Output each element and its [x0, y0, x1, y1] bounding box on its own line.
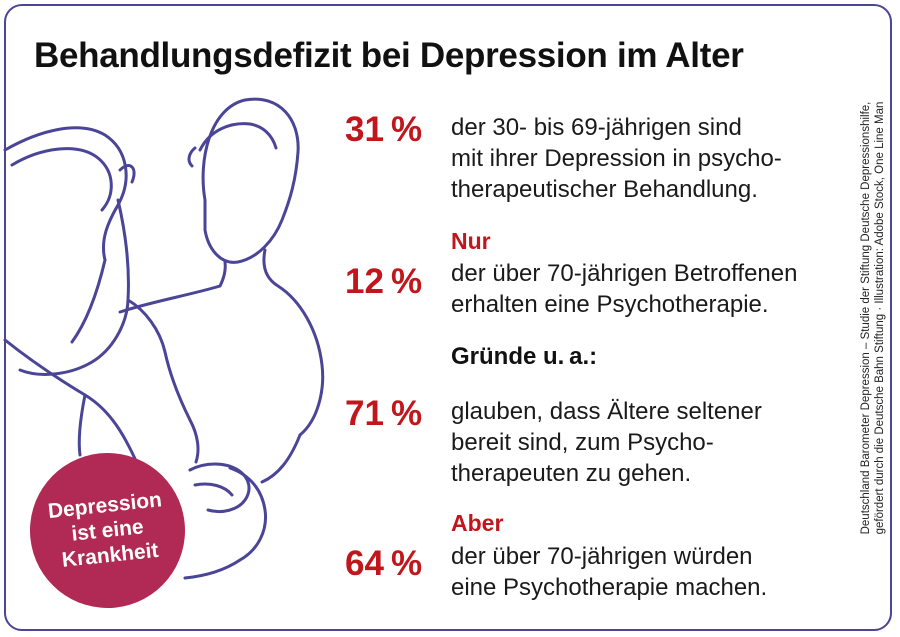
reasons-heading: Gründe u. a.:: [451, 343, 598, 370]
source-credit: Deutschland Barometer Depression – Studi…: [859, 88, 887, 548]
credit-line-1: Deutschland Barometer Depression – Studi…: [860, 101, 872, 535]
stat-percent-4: 64 %: [345, 544, 423, 583]
stat-text-3-line2: bereit sind, zum Psycho-: [451, 429, 714, 456]
stat-lead-4: Aber: [451, 510, 504, 536]
stat-text-3-line3: therapeuten zu gehen.: [451, 460, 692, 487]
stat-text-2-line1: der über 70-jährigen Betroffenen: [451, 260, 798, 287]
stat-percent-2: 12 %: [345, 262, 423, 301]
stat-text-4-line1: der über 70-jährigen würden: [451, 543, 753, 570]
stat-lead-2: Nur: [451, 228, 491, 254]
stat-percent-1: 31 %: [345, 110, 423, 149]
stat-text-1-line1: der 30- bis 69-jährigen sind: [451, 114, 742, 141]
stat-text-3-line1: glauben, dass Ältere seltener: [451, 398, 762, 425]
stat-text-4-line2: eine Psychotherapie machen.: [451, 574, 768, 601]
stat-text-2-line2: erhalten eine Psychotherapie.: [451, 291, 769, 318]
one-line-illustration: [3, 97, 325, 580]
stat-text-1-line2: mit ihrer Depression in psycho-: [451, 145, 782, 172]
credit-line-2: gefördert durch die Deutsche Bahn Stiftu…: [874, 101, 886, 535]
stat-percent-3: 71 %: [345, 394, 423, 433]
stat-text-1-line3: therapeutischer Behandlung.: [451, 176, 758, 203]
page-title: Behandlungsdefizit bei Depression im Alt…: [34, 36, 744, 75]
